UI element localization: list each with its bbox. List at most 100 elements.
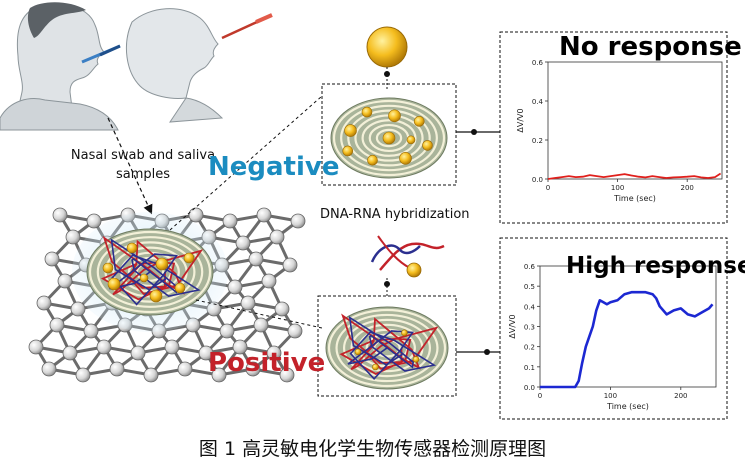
gold-nanoparticle (361, 106, 373, 118)
electrode-ring (335, 313, 439, 383)
gold-nanoparticle (344, 124, 357, 137)
lattice-atom (86, 213, 102, 229)
lattice-atom (49, 317, 65, 333)
person-mouth-swab-illustration (0, 2, 121, 131)
no-response-chart: 0.0 0.2 0.4 0.6 0 100 200 Time (sec) ΔV/V0 (516, 59, 723, 203)
x-axis-label: Time (sec) (606, 402, 649, 411)
lattice-atom (290, 213, 306, 229)
lattice-atom (198, 345, 214, 361)
y-tick-label: 0.5 (524, 283, 535, 291)
lattice-atom (269, 229, 285, 245)
lattice-atom (143, 367, 159, 383)
x-tick-label: 100 (611, 184, 624, 192)
no-response-title: No response (559, 32, 742, 62)
y-tick-label: 0.2 (532, 137, 543, 145)
gold-nanoparticle (183, 252, 195, 264)
positive-label: Positive (208, 348, 326, 378)
x-tick-label: 100 (604, 392, 617, 400)
x-tick-label: 200 (681, 184, 694, 192)
lattice-atom (62, 345, 78, 361)
sample-label: Nasal swab and saliva samples (70, 148, 216, 182)
lattice-atom (75, 367, 91, 383)
lattice-atom (44, 251, 60, 267)
lattice-atom (65, 229, 81, 245)
lattice-atom (253, 317, 269, 333)
lattice-atom (279, 367, 295, 383)
lattice-atom (248, 251, 264, 267)
gold-nanoparticle (382, 131, 396, 145)
gold-nanoparticle (155, 257, 169, 271)
lattice-atom (219, 323, 235, 339)
negative-sensor-box (321, 26, 500, 186)
lattice-atom (227, 279, 243, 295)
lattice-atom (266, 345, 282, 361)
hybridization-label: DNA-RNA hybridization (320, 207, 470, 222)
electrode-ring (361, 119, 417, 157)
x-tick-label: 0 (546, 184, 550, 192)
gold-nanoparticle (102, 262, 114, 274)
lattice-atom (177, 361, 193, 377)
gold-nanoparticle (367, 154, 378, 166)
lattice-atom (70, 301, 86, 317)
gold-nanoparticle-icon (366, 26, 408, 68)
y-tick-label: 0.1 (524, 364, 535, 372)
connector-to-negative (169, 95, 323, 231)
lattice-atom (130, 345, 146, 361)
y-tick-label: 0.2 (524, 344, 535, 352)
electrode-ring (340, 104, 438, 172)
gold-nanoparticle (139, 273, 149, 283)
positive-sensor-box (317, 295, 500, 397)
y-axis-label: ΔV/V0 (516, 108, 525, 132)
y-tick-label: 0.4 (524, 303, 536, 311)
lattice-atom (52, 207, 68, 223)
rna-strand (109, 238, 201, 306)
lattice-atom (287, 323, 303, 339)
lattice-atom (274, 301, 290, 317)
gold-nanoparticle (406, 135, 416, 145)
gold-nanoparticle (126, 242, 138, 254)
y-axis-label: ΔV/V0 (508, 314, 517, 338)
lattice-atom (36, 295, 52, 311)
lattice-atom (164, 339, 180, 355)
lattice-atom (222, 213, 238, 229)
gold-nanoparticle (388, 109, 401, 123)
y-tick-label: 0.6 (524, 263, 536, 271)
lattice-atom (232, 339, 248, 355)
no-response-chart-frame (499, 31, 728, 224)
high-response-chart-frame (499, 237, 728, 420)
sample-flow-arrow (107, 117, 153, 215)
lattice-atom (240, 295, 256, 311)
gold-nanoparticle (342, 145, 354, 157)
gold-nanoparticle (401, 329, 408, 337)
lattice-atom (41, 361, 57, 377)
lattice-atom (235, 235, 251, 251)
main-sensor-electrode (86, 228, 214, 316)
gold-nanoparticle (354, 348, 362, 356)
x-axis-label: Time (sec) (613, 194, 656, 203)
person-nasal-swab-illustration (126, 8, 273, 123)
electrode-ring (96, 236, 204, 308)
high-response-chart: 0.0 0.1 0.2 0.3 0.4 0.5 0.6 0 100 200 Time (sec) ΔV… (508, 263, 717, 411)
x-tick-label: 200 (674, 392, 687, 400)
y-tick-label: 0.0 (532, 176, 543, 184)
lattice-atom (261, 273, 277, 289)
dna-rna-hybrid-icon (370, 235, 445, 296)
lattice-atom (83, 323, 99, 339)
lattice-atom (256, 207, 272, 223)
lattice-atom (57, 273, 73, 289)
lattice-atom (211, 367, 227, 383)
figure-caption: 图 1 高灵敏电化学生物传感器检测原理图 (198, 438, 547, 460)
electrode-ring (375, 128, 403, 148)
series-line (540, 290, 714, 389)
y-tick-label: 0.4 (532, 98, 544, 106)
electrode-ring (332, 99, 446, 177)
x-tick-label: 0 (538, 392, 542, 400)
negative-label: Negative (208, 152, 340, 182)
lattice-atom (245, 361, 261, 377)
lattice-atom (109, 361, 125, 377)
y-tick-label: 0.6 (532, 59, 544, 67)
gold-nanoparticle (413, 116, 425, 127)
gold-nanoparticle (422, 140, 433, 151)
gold-nanoparticle (107, 277, 121, 291)
